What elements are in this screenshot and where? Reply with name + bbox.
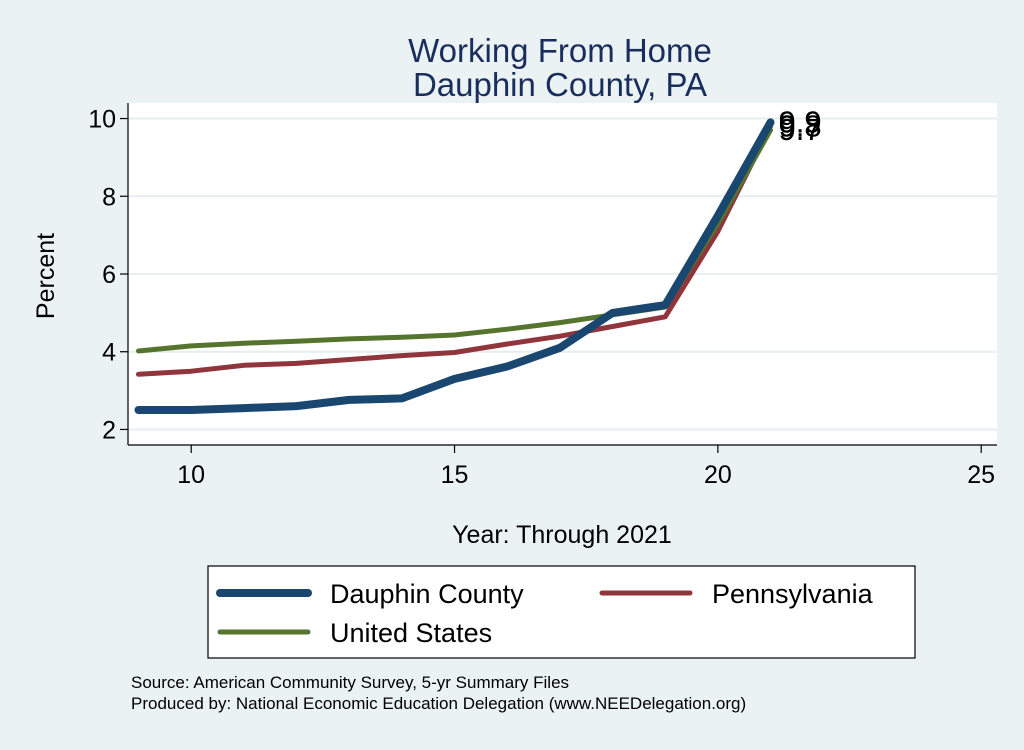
source-note: Source: American Community Survey, 5-yr … [131, 673, 569, 692]
y-tick-label: 2 [102, 416, 116, 444]
y-axis-title: Percent [32, 233, 60, 319]
series-line-pennsylvania [136, 123, 773, 377]
end-label-united-states: 9.7 [779, 112, 822, 147]
end-labels: 9.99.89.7 [779, 104, 822, 147]
x-tick-label: 10 [177, 461, 205, 489]
legend-label-pennsylvania: Pennsylvania [712, 579, 874, 609]
series-line-dauphin-county [134, 118, 775, 414]
y-tick-label: 8 [102, 183, 116, 211]
legend-box [207, 565, 916, 659]
chart-title: Working From Home [408, 32, 712, 69]
x-tick-label: 25 [967, 461, 995, 489]
y-tick-label: 4 [102, 339, 116, 367]
chart-subtitle: Dauphin County, PA [413, 66, 707, 103]
x-axis-ticks: 10 15 20 25 [177, 445, 995, 489]
producer-note: Produced by: National Economic Education… [131, 694, 746, 713]
x-axis-title: Year: Through 2021 [452, 521, 672, 549]
legend: Dauphin County Pennsylvania United State… [207, 565, 916, 659]
x-tick-label: 15 [441, 461, 469, 489]
legend-label-dauphin-county: Dauphin County [330, 579, 524, 609]
x-tick-label: 20 [704, 461, 732, 489]
y-tick-label: 10 [88, 106, 116, 134]
series-lines [134, 118, 775, 414]
end-label-dauphin-county: 9.9 [779, 104, 822, 139]
y-tick-label: 6 [102, 261, 116, 289]
gridlines [128, 117, 997, 431]
legend-label-united-states: United States [330, 618, 492, 648]
end-label-pennsylvania: 9.8 [779, 108, 822, 143]
y-axis-ticks: 2 4 6 8 10 [88, 106, 128, 444]
